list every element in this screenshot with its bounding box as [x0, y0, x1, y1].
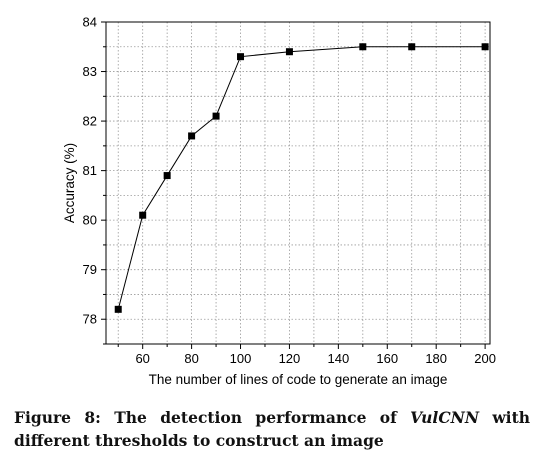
data-point — [188, 132, 196, 140]
caption-suffix: with different thresholds to construct a… — [14, 408, 531, 450]
grid-lines — [106, 22, 490, 345]
x-tick-label: 140 — [328, 351, 350, 366]
x-axis-title: The number of lines of code to generate … — [149, 372, 448, 387]
data-point — [163, 172, 171, 180]
series-line — [117, 46, 486, 310]
accuracy-line-chart: 60 80 100 120 140 160 180 200 78 79 80 81 82 83 84 Th… — [62, 15, 496, 388]
data-point — [408, 43, 416, 51]
x-tick-label: 180 — [425, 351, 447, 366]
data-point — [359, 43, 367, 51]
y-tick-label: 81 — [83, 163, 97, 178]
y-tick-label: 84 — [83, 15, 97, 30]
caption-prefix: Figure 8: The detection performance of — [14, 408, 411, 427]
x-tick-labels: 60 80 100 120 140 160 180 200 — [135, 351, 496, 366]
y-tick-label: 83 — [83, 64, 97, 79]
y-tick-label: 78 — [83, 312, 97, 327]
x-tick-label: 100 — [230, 351, 252, 366]
data-point — [481, 43, 489, 51]
data-point — [139, 211, 147, 219]
x-tick-label: 200 — [474, 351, 496, 366]
x-tick-label: 160 — [376, 351, 398, 366]
figure-caption: Figure 8: The detection performance of V… — [14, 406, 530, 452]
y-axis-title: Accuracy (%) — [62, 143, 77, 223]
x-tick-label: 120 — [279, 351, 301, 366]
data-point — [237, 53, 245, 61]
x-tick-label: 60 — [135, 351, 149, 366]
y-tick-label: 79 — [83, 262, 97, 277]
data-points — [114, 43, 489, 313]
caption-emphasis: VulCNN — [410, 408, 479, 427]
plot-frame — [105, 21, 491, 345]
data-point — [285, 48, 293, 56]
y-tick-labels: 78 79 80 81 82 83 84 — [83, 15, 97, 327]
data-point — [114, 305, 122, 313]
axis-ticks — [101, 21, 486, 349]
y-tick-label: 80 — [83, 213, 97, 228]
y-tick-label: 82 — [83, 114, 97, 129]
x-tick-label: 80 — [184, 351, 198, 366]
data-point — [212, 112, 220, 120]
